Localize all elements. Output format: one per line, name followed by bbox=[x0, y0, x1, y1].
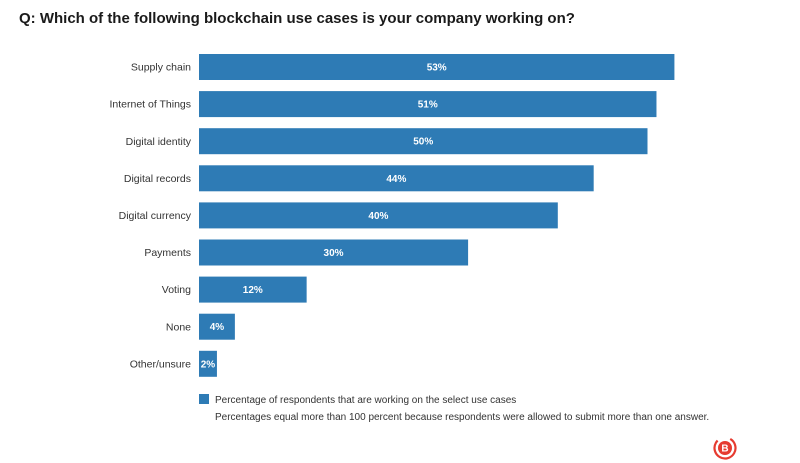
bar-internet-of-things bbox=[199, 91, 657, 118]
value-label: 44% bbox=[386, 174, 406, 185]
bar-none bbox=[199, 313, 235, 340]
value-label: 53% bbox=[427, 63, 447, 74]
category-label: Supply chain bbox=[131, 62, 191, 74]
category-label: Digital identity bbox=[126, 136, 192, 148]
bar-digital-currency bbox=[199, 202, 558, 229]
legend: Percentage of respondents that are worki… bbox=[199, 392, 709, 426]
legend-label: Percentage of respondents that are worki… bbox=[215, 395, 517, 406]
logo-ring bbox=[713, 436, 737, 460]
bar-other-unsure bbox=[199, 350, 217, 377]
value-label: 51% bbox=[418, 100, 438, 111]
value-label: 2% bbox=[201, 359, 216, 370]
value-label: 4% bbox=[210, 322, 225, 333]
value-label: 30% bbox=[324, 248, 344, 259]
bars-layer: Supply chain 53% Internet of Things 51% Digi… bbox=[109, 54, 675, 377]
bar-digital-identity bbox=[199, 128, 648, 155]
bar-digital-records bbox=[199, 165, 594, 192]
footnote: Percentages equal more than 100 percent … bbox=[215, 412, 710, 423]
legend-swatch bbox=[199, 394, 209, 404]
category-label: None bbox=[166, 321, 191, 333]
category-label: Voting bbox=[162, 284, 191, 296]
category-label: Digital currency bbox=[119, 210, 192, 222]
category-label: Digital records bbox=[124, 173, 191, 185]
logo-glyph: B bbox=[721, 444, 728, 455]
bar-voting bbox=[199, 276, 307, 303]
value-label: 40% bbox=[368, 211, 388, 222]
value-label: 50% bbox=[413, 137, 433, 148]
value-label: 12% bbox=[243, 285, 263, 296]
chart-title: Q: Which of the following blockchain use… bbox=[19, 10, 575, 27]
category-label: Other/unsure bbox=[130, 358, 191, 370]
category-label: Internet of Things bbox=[109, 99, 191, 111]
bar-supply-chain bbox=[199, 54, 675, 80]
category-label: Payments bbox=[144, 247, 191, 259]
bar-payments bbox=[199, 239, 469, 266]
bitcoin-logo-icon: B bbox=[713, 436, 737, 460]
logo-disc bbox=[718, 441, 732, 455]
legend-entry: Percentage of respondents that are worki… bbox=[199, 392, 709, 409]
